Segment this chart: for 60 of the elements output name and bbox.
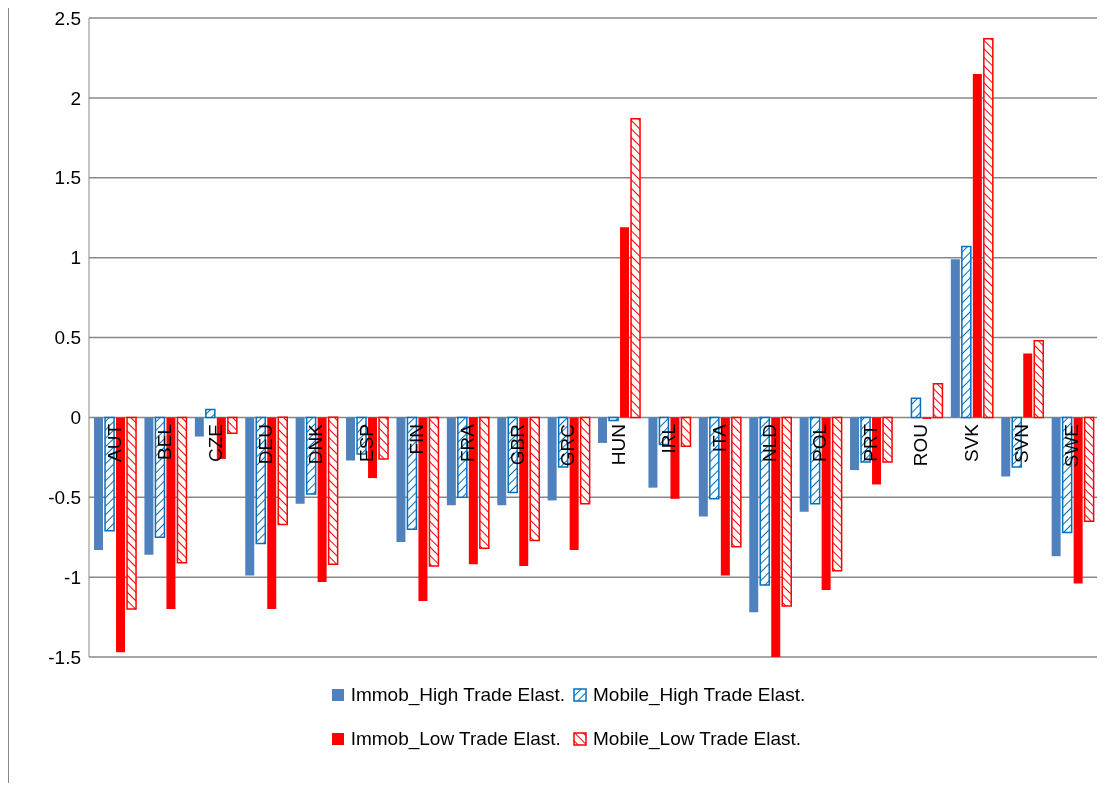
bar — [497, 417, 507, 506]
bar — [144, 417, 154, 555]
x-tick-label: DNK — [305, 423, 327, 465]
y-tick-label: -0.5 — [48, 486, 81, 508]
y-tick-label: 2.5 — [54, 7, 81, 29]
x-tick-label: IRL — [658, 424, 680, 454]
bar — [648, 417, 658, 488]
bar — [932, 383, 944, 419]
bar — [295, 417, 305, 504]
bar — [94, 417, 104, 550]
x-tick-label: ESP — [355, 424, 377, 463]
y-tick-label: -1 — [64, 566, 81, 588]
x-tick-label: NLD — [758, 424, 780, 463]
x-tick-label: SWE — [1061, 424, 1083, 468]
bar — [680, 416, 692, 447]
legend-label: Mobile_Low Trade Elast. — [593, 728, 802, 750]
bar — [205, 408, 216, 419]
y-tick-label: 0 — [70, 407, 81, 429]
x-tick-label: GRC — [557, 424, 579, 467]
bar — [547, 417, 557, 501]
bar — [446, 417, 456, 506]
legend-label: Immob_High Trade Elast. — [350, 684, 566, 706]
y-tick-label: 0.5 — [54, 327, 81, 349]
x-tick-label: DEU — [254, 424, 276, 465]
x-tick-label: ROU — [910, 424, 932, 467]
x-tick-label: ITA — [708, 423, 730, 453]
bar — [598, 417, 608, 443]
y-tick-label: 1.5 — [54, 167, 81, 189]
x-tick-label: POL — [809, 424, 831, 463]
bar — [698, 417, 708, 517]
bar — [346, 417, 356, 461]
x-tick-label: BEL — [154, 424, 176, 460]
x-tick-label: PRT — [859, 423, 881, 462]
bar — [245, 417, 255, 576]
x-tick-label: SVK — [960, 423, 982, 463]
bar — [1051, 417, 1061, 557]
y-tick-label: 2 — [70, 87, 81, 109]
y-tick-label: -1.5 — [48, 646, 81, 668]
y-tick-label: 1 — [70, 247, 81, 269]
bar — [850, 417, 860, 471]
bar — [749, 417, 759, 613]
legend-label: Immob_Low Trade Elast. — [350, 728, 561, 750]
bar — [799, 417, 809, 512]
x-tick-label: HUN — [607, 424, 629, 466]
x-tick-label: CZE — [204, 424, 226, 462]
x-tick-label: GBR — [506, 424, 528, 466]
bar — [961, 245, 972, 419]
bar — [396, 417, 406, 542]
bar — [950, 259, 960, 418]
bar — [176, 416, 188, 564]
bar — [194, 417, 204, 437]
bar — [910, 397, 922, 419]
bar — [608, 416, 619, 422]
bar — [1001, 417, 1011, 477]
x-tick-label: FRA — [456, 423, 478, 462]
bar — [428, 416, 440, 567]
x-tick-label: FIN — [406, 424, 428, 455]
x-tick-label: SVN — [1010, 424, 1032, 464]
x-tick-label: AUT — [103, 423, 125, 462]
legend-label: Mobile_High Trade Elast. — [593, 684, 806, 706]
